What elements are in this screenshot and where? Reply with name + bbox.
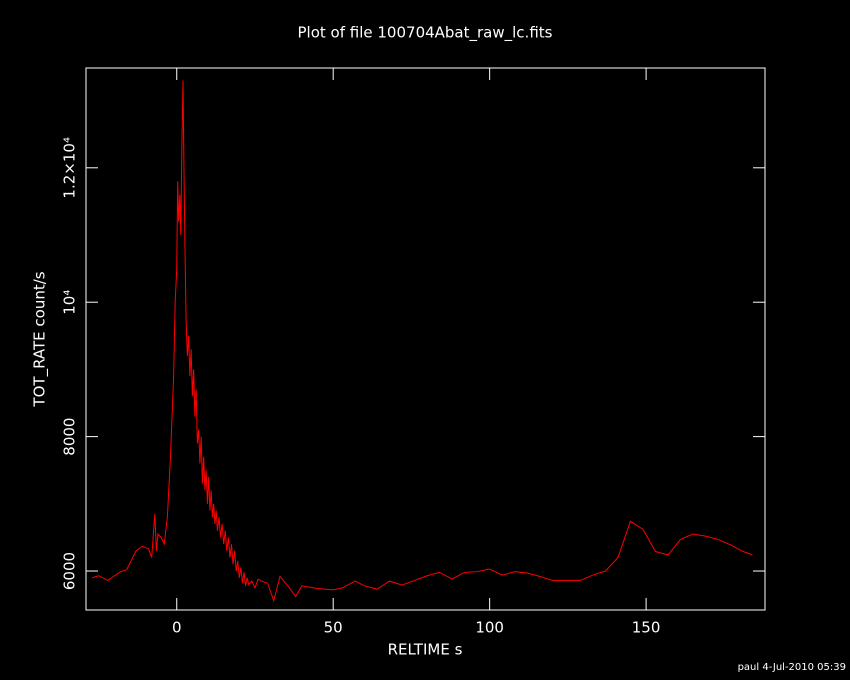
x-tick-label: 50 (324, 619, 343, 637)
x-tick-label: 0 (172, 619, 182, 637)
y-tick-label: 8000 (61, 418, 79, 456)
y-tick-label: 6000 (61, 552, 79, 590)
x-tick-label: 100 (475, 619, 504, 637)
footer: paul 4-Jul-2010 05:39 (738, 662, 846, 673)
chart-title: Plot of file 100704Abat_raw_lc.fits (298, 24, 553, 43)
y-tick-label: 10⁴ (61, 290, 79, 315)
x-axis-label: RELTIME s (388, 641, 463, 659)
plot-frame (85, 67, 766, 611)
x-tick-label: 150 (632, 619, 661, 637)
data-line (92, 80, 753, 603)
y-tick-label: 1.2×10⁴ (61, 137, 79, 199)
y-axis-label: TOT_RATE count/s (31, 271, 50, 407)
